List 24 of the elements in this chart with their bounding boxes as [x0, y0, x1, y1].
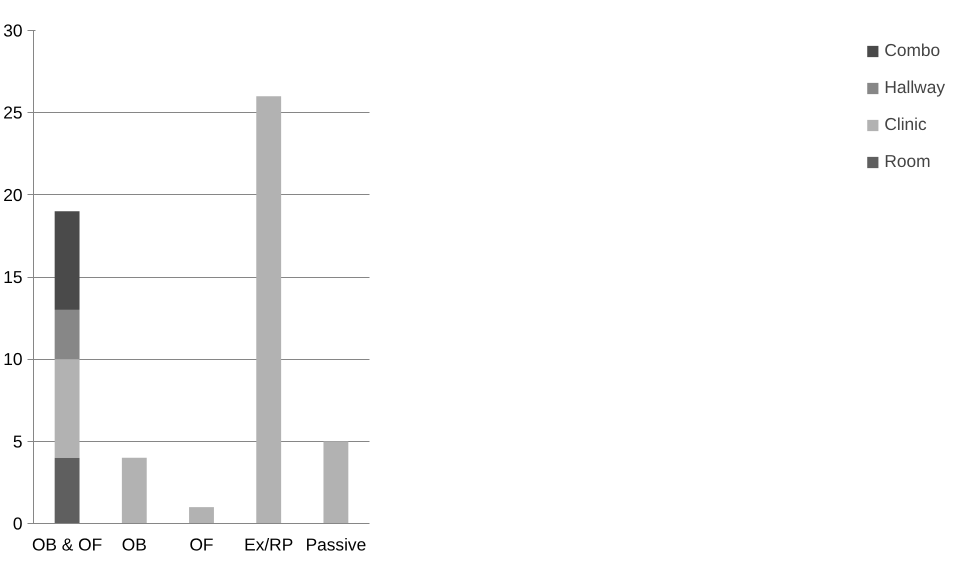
bar [122, 458, 147, 524]
y-tick-label: 20 [3, 184, 23, 205]
y-tick-label: 5 [12, 431, 23, 452]
legend-label: Room [884, 151, 931, 172]
y-tick-label: 25 [3, 102, 23, 123]
legend-label: Combo [884, 40, 940, 61]
bar [189, 507, 214, 524]
bar [54, 310, 80, 360]
x-tick-label: Passive [306, 534, 366, 554]
bar [256, 96, 282, 524]
x-tick-label: Ex/RP [244, 534, 294, 554]
x-tick-label: OB [122, 534, 147, 554]
y-tick-label: 15 [3, 267, 23, 287]
bar [54, 211, 80, 310]
x-tick-label: OB & OF [32, 534, 102, 554]
y-tick-label: 10 [3, 349, 23, 370]
bar [54, 458, 80, 524]
legend-label: Clinic [884, 114, 927, 135]
y-tick-label: 0 [12, 514, 23, 534]
y-tick-label: 30 [3, 20, 23, 40]
bar [323, 441, 348, 524]
bar [54, 359, 80, 458]
x-tick-label: OF [189, 534, 214, 554]
legend-label: Hallway [884, 77, 945, 98]
